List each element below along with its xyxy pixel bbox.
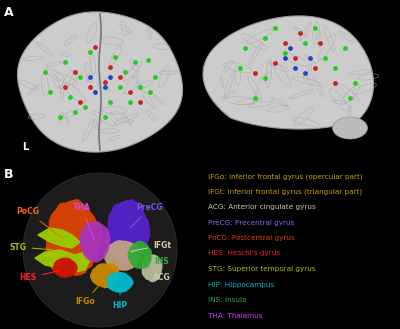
- Point: [262, 36, 268, 41]
- Text: HIP: Hippocampus: HIP: Hippocampus: [208, 282, 274, 288]
- Point: [127, 89, 133, 95]
- Point: [112, 54, 118, 60]
- Point: [342, 45, 348, 51]
- Point: [77, 99, 83, 105]
- Point: [62, 59, 68, 64]
- Point: [87, 49, 93, 55]
- Point: [292, 65, 298, 71]
- Point: [47, 89, 53, 95]
- Ellipse shape: [332, 117, 368, 139]
- Point: [147, 89, 153, 95]
- Text: ACG: Anterior cingulate gyrus: ACG: Anterior cingulate gyrus: [208, 204, 316, 210]
- Text: STG: Superior temporal gyrus: STG: Superior temporal gyrus: [208, 266, 316, 272]
- Polygon shape: [35, 250, 90, 272]
- Point: [352, 80, 358, 86]
- Text: PoCG: Postcentral gyrus: PoCG: Postcentral gyrus: [208, 235, 295, 241]
- Point: [272, 25, 278, 31]
- Point: [57, 114, 63, 120]
- Text: B: B: [4, 168, 14, 181]
- Point: [87, 74, 93, 80]
- Text: IFGt: Inferior frontal gyrus (triangular part): IFGt: Inferior frontal gyrus (triangular…: [208, 189, 362, 195]
- Point: [145, 57, 151, 63]
- Text: PoCG: PoCG: [16, 208, 63, 238]
- Point: [62, 84, 68, 89]
- Text: IFGo: Inferior frontal gyrus (opercular part): IFGo: Inferior frontal gyrus (opercular …: [208, 173, 363, 180]
- Text: A: A: [4, 6, 14, 19]
- Point: [72, 69, 78, 75]
- Point: [67, 94, 73, 100]
- Point: [107, 74, 113, 80]
- Text: INS: Insula: INS: Insula: [208, 297, 246, 303]
- Point: [107, 64, 113, 70]
- Text: HIP: HIP: [112, 291, 128, 310]
- Point: [292, 55, 298, 61]
- Point: [252, 95, 258, 101]
- Point: [107, 99, 113, 105]
- Point: [322, 55, 328, 61]
- Text: THA: Thalamus: THA: Thalamus: [208, 313, 262, 318]
- Point: [132, 59, 138, 64]
- PathPatch shape: [46, 199, 102, 277]
- Point: [297, 30, 303, 36]
- Point: [77, 74, 83, 80]
- PathPatch shape: [103, 240, 141, 271]
- Point: [42, 69, 48, 75]
- Text: PreCG: PreCG: [130, 204, 163, 228]
- Point: [302, 70, 308, 76]
- Point: [317, 40, 323, 46]
- Point: [92, 44, 98, 50]
- Point: [272, 60, 278, 65]
- PathPatch shape: [90, 263, 120, 289]
- Point: [122, 69, 128, 75]
- Point: [332, 80, 338, 86]
- Point: [312, 25, 318, 31]
- Point: [102, 84, 108, 89]
- Text: PreCG: Precentral gyrus: PreCG: Precentral gyrus: [208, 219, 294, 225]
- Point: [82, 104, 88, 110]
- PathPatch shape: [18, 12, 182, 152]
- Text: THA: THA: [73, 204, 94, 240]
- PathPatch shape: [203, 16, 374, 129]
- Text: IFGo: IFGo: [75, 280, 103, 307]
- Text: STG: STG: [10, 242, 52, 251]
- Text: HES: HES: [20, 271, 59, 283]
- Point: [282, 40, 288, 46]
- Point: [252, 70, 258, 76]
- Polygon shape: [38, 228, 80, 248]
- Point: [347, 95, 353, 101]
- Text: L: L: [22, 142, 28, 152]
- PathPatch shape: [79, 221, 110, 263]
- Point: [152, 74, 158, 80]
- Point: [137, 99, 143, 105]
- Point: [87, 84, 93, 89]
- Point: [242, 45, 248, 51]
- PathPatch shape: [128, 240, 152, 269]
- Text: INS: INS: [145, 258, 169, 266]
- PathPatch shape: [106, 272, 134, 293]
- Point: [302, 40, 308, 46]
- Circle shape: [23, 173, 177, 327]
- Point: [92, 89, 98, 95]
- Point: [72, 109, 78, 114]
- Point: [262, 75, 268, 81]
- Point: [102, 114, 108, 120]
- Point: [312, 65, 318, 71]
- Point: [332, 65, 338, 71]
- Point: [137, 84, 143, 89]
- Point: [287, 45, 293, 51]
- Text: ACG: ACG: [152, 270, 171, 283]
- Text: IFGt: IFGt: [131, 240, 171, 251]
- Point: [102, 79, 108, 85]
- Text: HES: Heschl's gyrus: HES: Heschl's gyrus: [208, 250, 280, 257]
- PathPatch shape: [53, 258, 78, 278]
- PathPatch shape: [105, 199, 150, 265]
- PathPatch shape: [142, 254, 162, 282]
- Point: [117, 74, 123, 80]
- Point: [127, 99, 133, 105]
- Point: [117, 84, 123, 89]
- Point: [282, 55, 288, 61]
- Point: [237, 65, 243, 71]
- Point: [282, 50, 288, 56]
- Point: [307, 55, 313, 61]
